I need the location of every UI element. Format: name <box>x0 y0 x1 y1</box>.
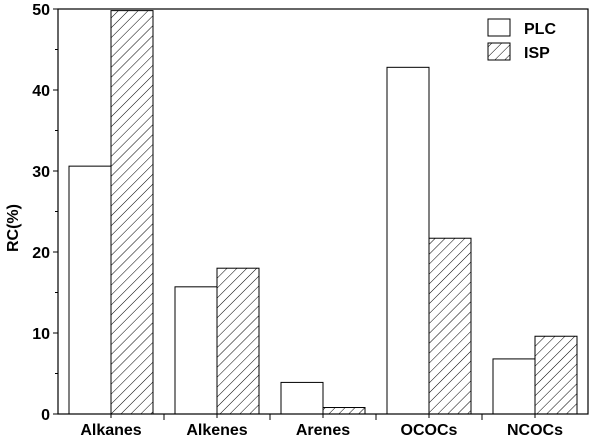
bar-isp-ococs <box>428 237 472 415</box>
bar-plc-arenes <box>280 381 324 415</box>
bar-plc-ncocs <box>492 358 536 415</box>
legend-swatch-plc <box>487 18 511 37</box>
bar-plc-alkanes <box>68 165 112 415</box>
x-tick-label-arenes: Arenes <box>296 422 350 439</box>
legend: PLC ISP <box>487 18 556 62</box>
bar-plc-ococs <box>386 66 430 415</box>
plot-area: Alkanes Alkenes Arenes OCOCs NCOCs 0 10 20 30 40 5… <box>32 2 589 439</box>
y-tick-label-20: 20 <box>32 245 50 262</box>
legend-label-plc: PLC <box>524 21 556 38</box>
y-tick-label-0: 0 <box>41 407 50 424</box>
bar-isp-ncocs <box>534 335 578 415</box>
bar-isp-arenes <box>322 407 366 415</box>
legend-label-isp: ISP <box>524 45 550 62</box>
bar-isp-alkanes <box>110 10 154 415</box>
y-axis-label: RC(%) <box>5 204 22 252</box>
legend-swatch-isp <box>487 42 511 61</box>
y-tick-label-30: 30 <box>32 164 50 181</box>
bar-plc-alkenes <box>174 286 218 415</box>
plot-frame <box>57 8 589 415</box>
x-tick-label-ncocs: NCOCs <box>507 422 563 439</box>
y-tick-label-10: 10 <box>32 326 50 343</box>
x-tick-label-alkenes: Alkenes <box>186 422 247 439</box>
x-tick-label-alkanes: Alkanes <box>80 422 141 439</box>
y-tick-label-40: 40 <box>32 83 50 100</box>
y-tick-label-50: 50 <box>32 2 50 19</box>
bar-isp-alkenes <box>216 267 260 415</box>
x-tick-label-ococs: OCOCs <box>401 422 458 439</box>
